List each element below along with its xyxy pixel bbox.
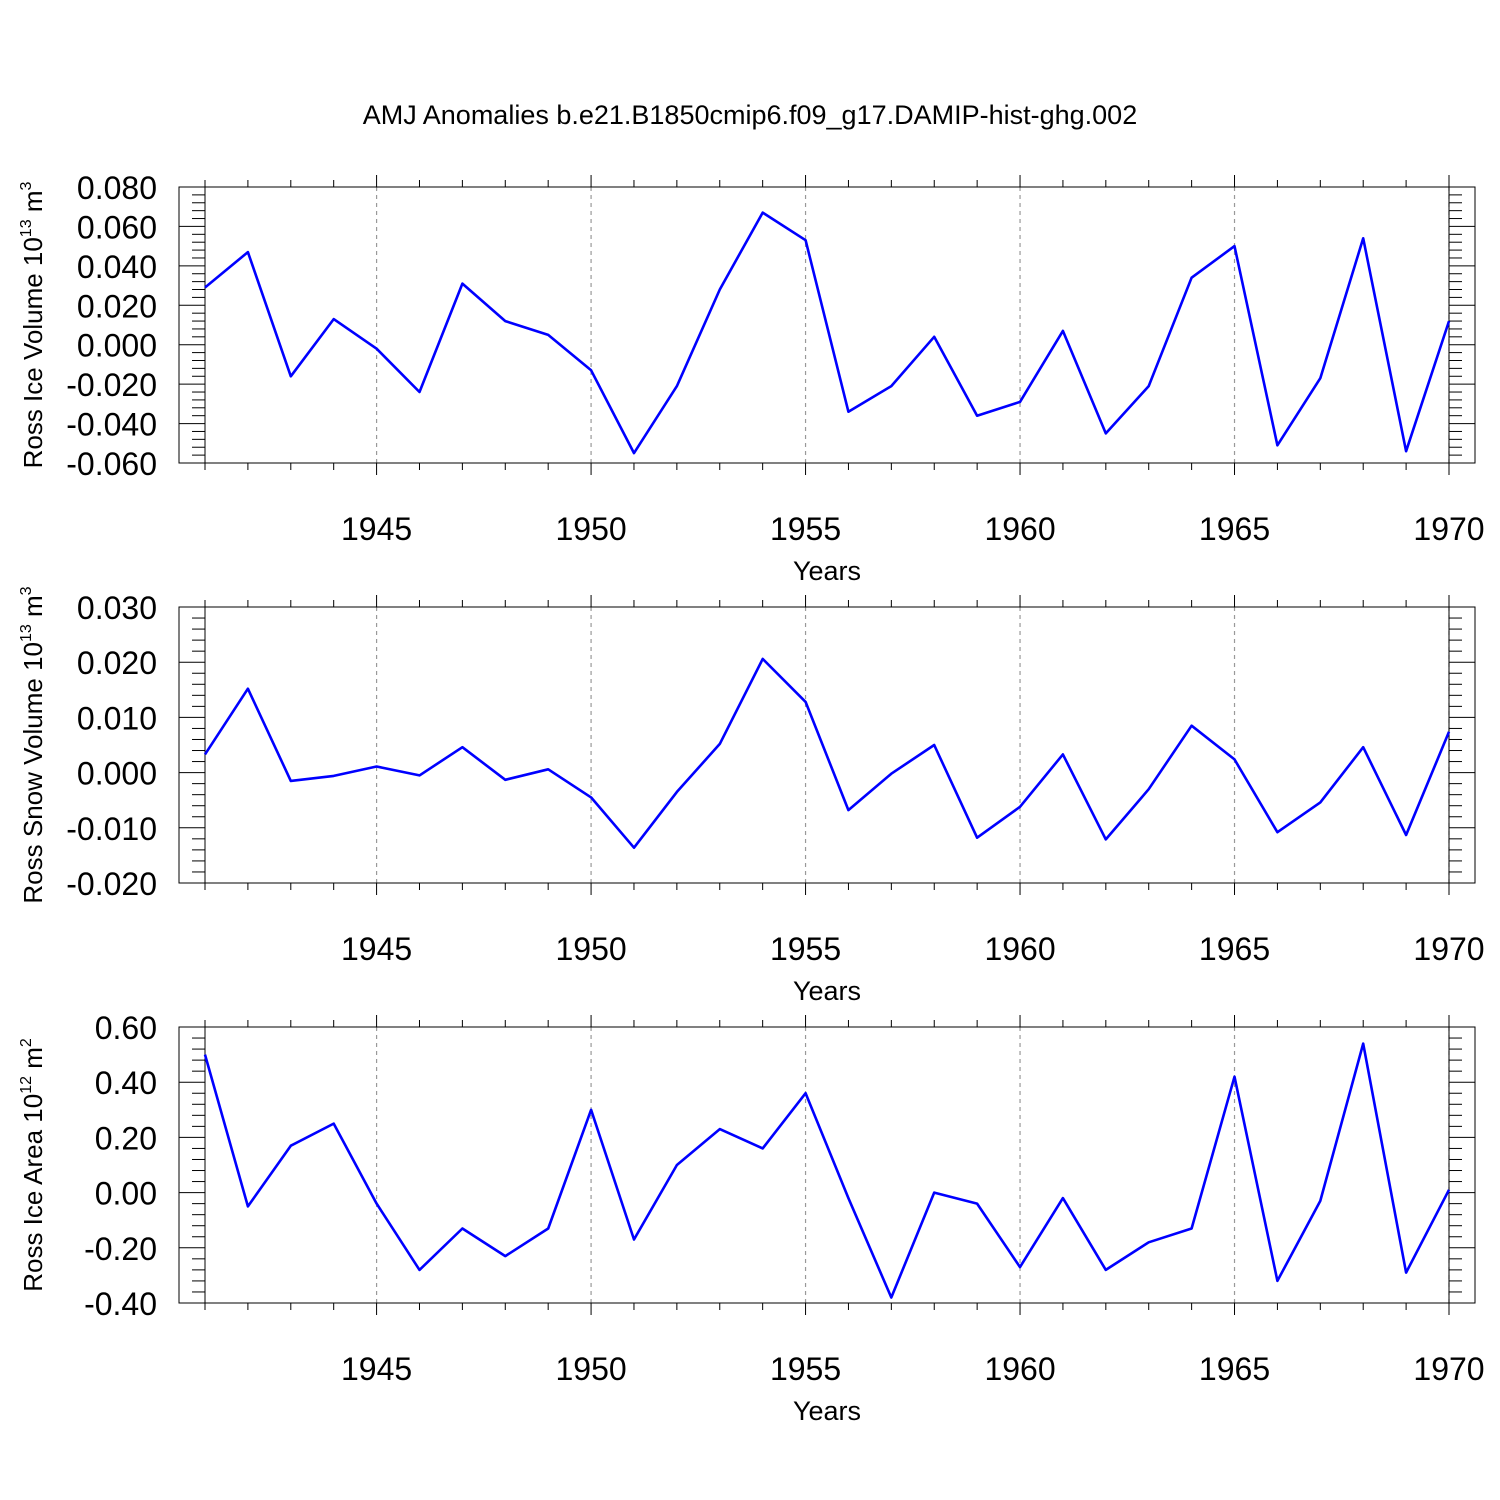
plot-frame bbox=[178, 186, 1476, 464]
y-tick-label: -0.020 bbox=[66, 367, 157, 403]
y-tick-label: -0.060 bbox=[66, 446, 157, 482]
y-tick-label: 0.60 bbox=[95, 1010, 157, 1046]
y-tick-label: 0.40 bbox=[95, 1065, 157, 1101]
x-tick-label-1950: 1950 bbox=[555, 511, 626, 547]
x-axis-label: Years bbox=[793, 976, 861, 1006]
x-axis-label: Years bbox=[793, 1396, 861, 1426]
y-axis-label: Ross Ice Area 1012 m2 bbox=[18, 1038, 48, 1292]
x-tick-label-1965: 1965 bbox=[1199, 1351, 1270, 1387]
y-tick-label: 0.010 bbox=[77, 700, 157, 736]
y-tick-label: 0.060 bbox=[77, 209, 157, 245]
y-tick-label: 0.020 bbox=[77, 288, 157, 324]
y-tick-label: 0.080 bbox=[77, 170, 157, 206]
chart-title: AMJ Anomalies b.e21.B1850cmip6.f09_g17.D… bbox=[363, 100, 1137, 130]
y-tick-label: 0.040 bbox=[77, 249, 157, 285]
y-tick-label: 0.020 bbox=[77, 645, 157, 681]
series-line bbox=[203, 657, 1451, 850]
plot-frame bbox=[178, 1026, 1476, 1304]
y-tick-label: -0.040 bbox=[66, 407, 157, 443]
x-tick-label-1945: 1945 bbox=[341, 1351, 412, 1387]
y-tick-label: 0.030 bbox=[77, 590, 157, 626]
y-tick-label: -0.020 bbox=[66, 866, 157, 902]
panels: -0.060-0.040-0.0200.0000.0200.0400.0600.… bbox=[18, 170, 1485, 1426]
x-tick-label-1970: 1970 bbox=[1413, 511, 1484, 547]
y-tick-label: 0.20 bbox=[95, 1120, 157, 1156]
x-tick-label-1955: 1955 bbox=[770, 931, 841, 967]
y-tick-label: 0.00 bbox=[95, 1176, 157, 1212]
x-tick-label-1955: 1955 bbox=[770, 511, 841, 547]
y-tick-label: -0.010 bbox=[66, 811, 157, 847]
series-line bbox=[204, 211, 1451, 455]
panel-2: -0.020 -0.010 0.000 0.010 0.020 0.030 1945 1950… bbox=[18, 586, 1485, 1006]
x-tick-label-1970: 1970 bbox=[1413, 1351, 1484, 1387]
y-tick-label: -0.20 bbox=[84, 1231, 157, 1267]
y-tick-label: 0.000 bbox=[77, 756, 157, 792]
y-axis-label: Ross Ice Volume 1013 m3 bbox=[18, 181, 48, 468]
y-axis-label: Ross Snow Volume 1013 m3 bbox=[18, 586, 48, 903]
x-tick-label-1945: 1945 bbox=[341, 931, 412, 967]
y-tick-label: -0.40 bbox=[84, 1286, 157, 1322]
y-tick-label: 0.000 bbox=[77, 328, 157, 364]
x-tick-label-1960: 1960 bbox=[984, 931, 1055, 967]
x-axis-label: Years bbox=[793, 556, 861, 586]
x-tick-label-1965: 1965 bbox=[1199, 511, 1270, 547]
x-tick-label-1945: 1945 bbox=[341, 511, 412, 547]
plot-frame bbox=[178, 606, 1476, 884]
x-tick-label-1950: 1950 bbox=[555, 1351, 626, 1387]
x-tick-label-1970: 1970 bbox=[1413, 931, 1484, 967]
x-tick-label-1955: 1955 bbox=[770, 1351, 841, 1387]
x-tick-label-1965: 1965 bbox=[1199, 931, 1270, 967]
x-tick-label-1960: 1960 bbox=[984, 511, 1055, 547]
x-tick-label-1950: 1950 bbox=[555, 931, 626, 967]
x-tick-label-1960: 1960 bbox=[984, 1351, 1055, 1387]
panel-3: -0.40 -0.20 0.00 0.20 0.40 0.60 1945 1950 1955 19… bbox=[18, 1010, 1485, 1426]
series-line bbox=[203, 1042, 1451, 1299]
